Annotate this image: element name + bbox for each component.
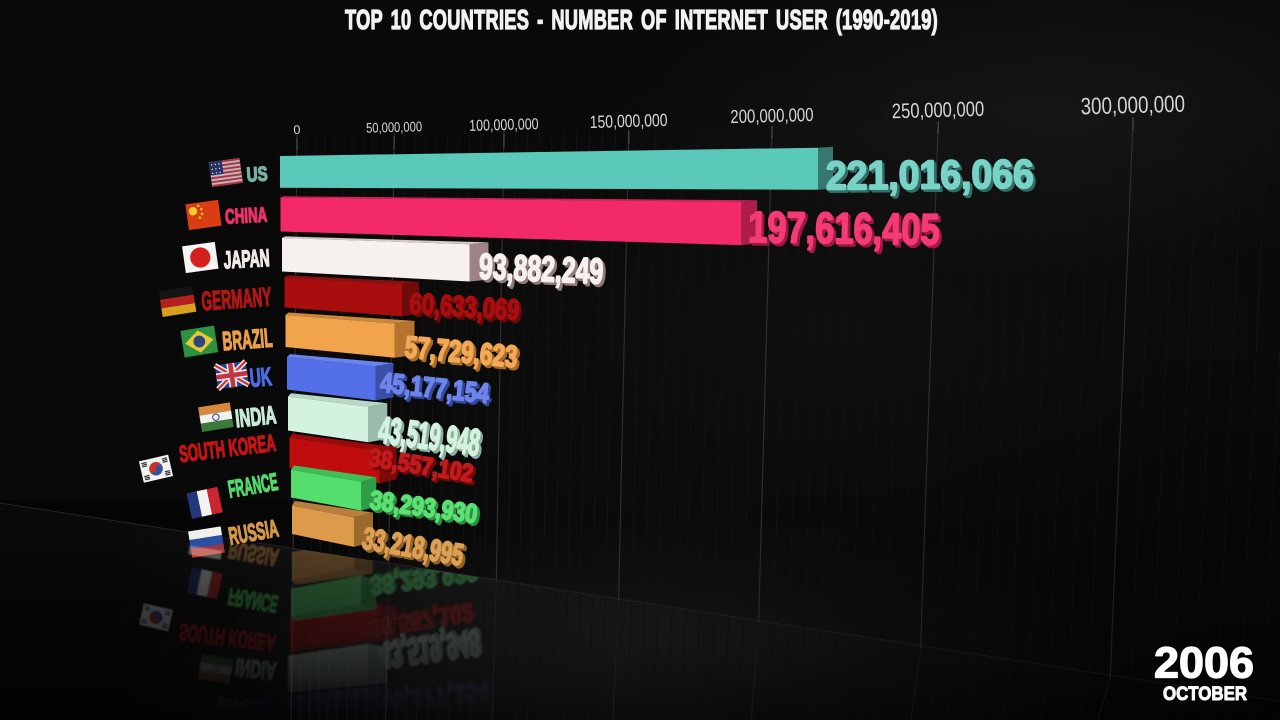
svg-text:US: US xyxy=(248,166,270,189)
svg-text:300,000,000: 300,000,000 xyxy=(1080,92,1185,121)
svg-text:221,016,066: 221,016,066 xyxy=(826,151,1034,199)
svg-text:OCTOBER: OCTOBER xyxy=(1163,683,1247,705)
svg-text:60,633,069: 60,633,069 xyxy=(409,287,521,327)
svg-text:0: 0 xyxy=(293,123,300,137)
svg-text:JAPAN: JAPAN xyxy=(224,247,271,276)
svg-text:GERMANY: GERMANY xyxy=(200,282,272,317)
svg-text:60,633,069: 60,633,069 xyxy=(410,288,522,328)
svg-text:221,016,066: 221,016,066 xyxy=(828,153,1036,201)
svg-text:200,000,000: 200,000,000 xyxy=(730,105,814,128)
svg-text:US: US xyxy=(246,164,268,187)
svg-text:BRAZIL: BRAZIL xyxy=(223,325,275,359)
svg-text:93,882,249: 93,882,249 xyxy=(481,248,607,294)
svg-text:50,000,000: 50,000,000 xyxy=(366,118,423,135)
svg-text:CHINA: CHINA xyxy=(226,206,269,231)
svg-text:221,016,066: 221,016,066 xyxy=(827,152,1035,200)
svg-text:INDIA: INDIA xyxy=(234,401,278,433)
svg-text:250,000,000: 250,000,000 xyxy=(892,98,985,123)
svg-text:UK: UK xyxy=(250,365,275,395)
svg-text:INDIA: INDIA xyxy=(235,403,279,435)
svg-text:GERMANY: GERMANY xyxy=(202,284,274,319)
svg-text:150,000,000: 150,000,000 xyxy=(589,110,668,132)
svg-text:197,616,405: 197,616,405 xyxy=(748,203,940,255)
svg-text:60,633,069: 60,633,069 xyxy=(411,290,523,330)
svg-text:BRAZIL: BRAZIL xyxy=(221,323,273,357)
svg-text:TOP 10 COUNTRIES - NUMBER OF I: TOP 10 COUNTRIES - NUMBER OF INTERNET US… xyxy=(345,4,938,35)
svg-text:197,616,405: 197,616,405 xyxy=(750,206,942,258)
svg-text:CHINA: CHINA xyxy=(225,204,268,229)
svg-text:100,000,000: 100,000,000 xyxy=(469,116,539,135)
svg-text:197,616,405: 197,616,405 xyxy=(749,204,941,256)
svg-text:93,882,249: 93,882,249 xyxy=(479,247,605,293)
svg-text:UK: UK xyxy=(249,363,274,393)
svg-text:JAPAN: JAPAN xyxy=(223,245,270,274)
svg-text:93,882,249: 93,882,249 xyxy=(478,246,604,292)
svg-text:2006: 2006 xyxy=(1154,639,1254,688)
svg-text:SOUTH KOREA: SOUTH KOREA xyxy=(179,433,278,471)
